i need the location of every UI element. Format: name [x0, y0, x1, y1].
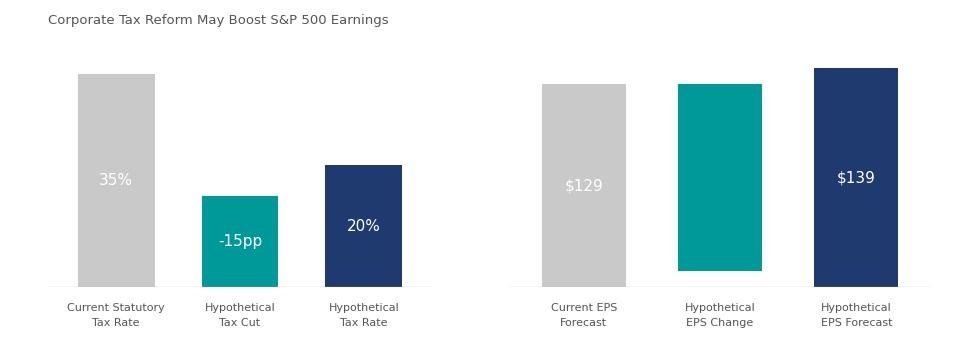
Text: EPS Change: EPS Change	[686, 318, 754, 328]
Bar	[541, 84, 626, 287]
Text: 35%: 35%	[99, 173, 133, 188]
Text: Hypothetical: Hypothetical	[328, 303, 399, 313]
Text: 20%: 20%	[347, 219, 381, 234]
Text: Hypothetical: Hypothetical	[204, 303, 276, 313]
Text: +$10: +$10	[699, 250, 741, 265]
Text: Tax Rate: Tax Rate	[92, 318, 140, 328]
Text: $129: $129	[564, 178, 603, 193]
Text: Forecast: Forecast	[561, 318, 608, 328]
Text: -15pp: -15pp	[218, 234, 262, 249]
Text: $139: $139	[837, 170, 876, 185]
Text: Current EPS: Current EPS	[550, 303, 617, 313]
Bar	[678, 84, 762, 271]
Text: Tax Rate: Tax Rate	[340, 318, 388, 328]
Text: EPS Forecast: EPS Forecast	[821, 318, 892, 328]
Bar	[202, 196, 278, 287]
Text: Tax Cut: Tax Cut	[220, 318, 260, 328]
Text: Hypothetical: Hypothetical	[684, 303, 756, 313]
Bar	[325, 165, 402, 287]
Bar	[814, 68, 899, 287]
Bar	[78, 74, 155, 287]
Text: Current Statutory: Current Statutory	[67, 303, 165, 313]
Text: Hypothetical: Hypothetical	[821, 303, 892, 313]
Text: Corporate Tax Reform May Boost S&P 500 Earnings: Corporate Tax Reform May Boost S&P 500 E…	[48, 14, 389, 27]
